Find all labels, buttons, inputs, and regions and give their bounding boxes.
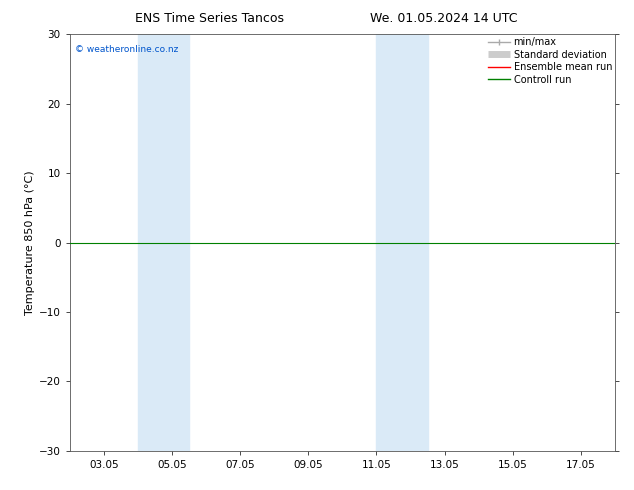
Text: We. 01.05.2024 14 UTC: We. 01.05.2024 14 UTC bbox=[370, 12, 517, 25]
Legend: min/max, Standard deviation, Ensemble mean run, Controll run: min/max, Standard deviation, Ensemble me… bbox=[488, 37, 612, 84]
Text: ENS Time Series Tancos: ENS Time Series Tancos bbox=[134, 12, 284, 25]
Bar bbox=[138, 34, 189, 451]
Bar bbox=[377, 34, 427, 451]
Text: © weatheronline.co.nz: © weatheronline.co.nz bbox=[75, 45, 179, 54]
Y-axis label: Temperature 850 hPa (°C): Temperature 850 hPa (°C) bbox=[25, 170, 35, 315]
